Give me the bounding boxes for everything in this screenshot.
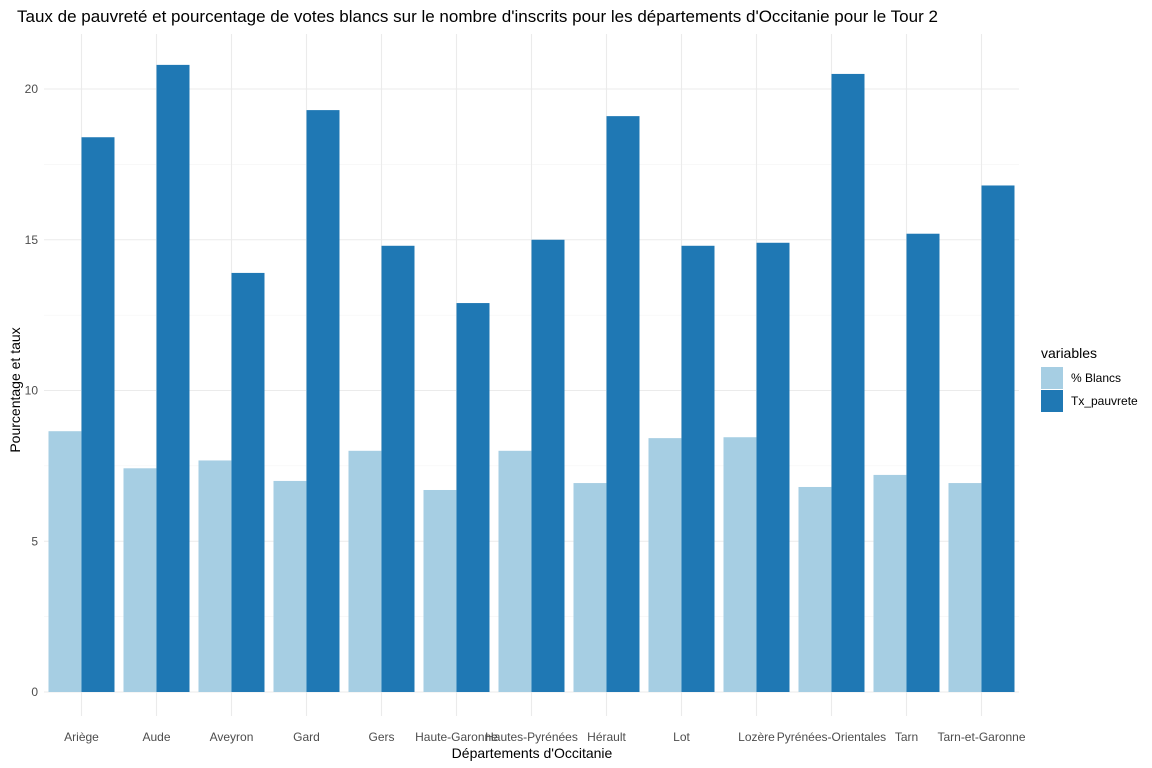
y-tick-label: 20 — [25, 82, 39, 96]
bar-tx-pauvrete-10 — [831, 73, 865, 693]
bar-blancs-12 — [948, 483, 982, 692]
bar-tx-pauvrete-4 — [381, 245, 415, 692]
x-tick-label: Hérault — [587, 730, 626, 744]
chart-title: Taux de pauvreté et pourcentage de votes… — [17, 7, 938, 26]
bar-blancs-6 — [498, 450, 532, 692]
bar-tx-pauvrete-5 — [456, 303, 490, 692]
x-tick-label: Lot — [673, 730, 690, 744]
bar-blancs-5 — [423, 489, 457, 692]
x-tick-label: Tarn-et-Garonne — [937, 730, 1025, 744]
bar-blancs-3 — [273, 480, 307, 692]
bar-blancs-9 — [723, 437, 757, 692]
x-tick-label: Lozère — [738, 730, 775, 744]
bar-tx-pauvrete-12 — [981, 185, 1015, 693]
legend-title: variables — [1041, 345, 1097, 361]
bar-blancs-4 — [348, 450, 382, 692]
x-tick-label: Gers — [368, 730, 394, 744]
legend-label-tx-pauvrete: Tx_pauvrete — [1071, 394, 1138, 408]
legend-label-blancs: % Blancs — [1071, 371, 1121, 385]
bar-blancs-7 — [573, 483, 607, 692]
legend-swatch-tx-pauvrete — [1041, 390, 1063, 412]
x-tick-label: Tarn — [895, 730, 918, 744]
y-axis-ticks: 0 5 10 15 20 — [25, 82, 39, 699]
bar-tx-pauvrete-9 — [756, 242, 790, 692]
bar-blancs-8 — [648, 438, 682, 692]
y-tick-label: 15 — [25, 233, 39, 247]
x-axis-ticks: Ariège Aude Aveyron Gard Gers Haute-GaronneHa… — [64, 730, 1026, 744]
bar-blancs-1 — [123, 468, 157, 692]
x-tick-label: Pyrénées-Orientales — [777, 730, 886, 744]
x-tick-label: Gard — [293, 730, 320, 744]
bar-tx-pauvrete-2 — [231, 272, 265, 692]
bar-tx-pauvrete-11 — [906, 233, 940, 692]
x-tick-label: Aude — [142, 730, 170, 744]
bar-blancs-11 — [873, 474, 907, 692]
x-tick-label: Ariège — [64, 730, 99, 744]
bar-tx-pauvrete-1 — [156, 64, 190, 692]
y-axis-title: Pourcentage et taux — [7, 327, 23, 452]
bar-tx-pauvrete-7 — [606, 116, 640, 692]
bars — [48, 64, 1015, 693]
bar-tx-pauvrete-6 — [531, 239, 565, 692]
x-tick-label: Aveyron — [210, 730, 254, 744]
y-tick-label: 0 — [31, 685, 38, 699]
bar-blancs-10 — [798, 486, 832, 692]
legend: variables % Blancs Tx_pauvrete — [1041, 345, 1138, 412]
bar-tx-pauvrete-8 — [681, 245, 715, 692]
bar-tx-pauvrete-3 — [306, 110, 340, 693]
bar-blancs-0 — [48, 431, 82, 692]
x-axis-title: Départements d'Occitanie — [452, 745, 613, 761]
x-tick-label: Hautes-Pyrénées — [485, 730, 578, 744]
bar-tx-pauvrete-0 — [81, 137, 115, 693]
y-tick-label: 10 — [25, 384, 39, 398]
legend-swatch-blancs — [1041, 367, 1063, 389]
bar-blancs-2 — [198, 460, 232, 692]
x-tick-label: Haute-Garonne — [415, 730, 498, 744]
y-tick-label: 5 — [31, 534, 38, 548]
